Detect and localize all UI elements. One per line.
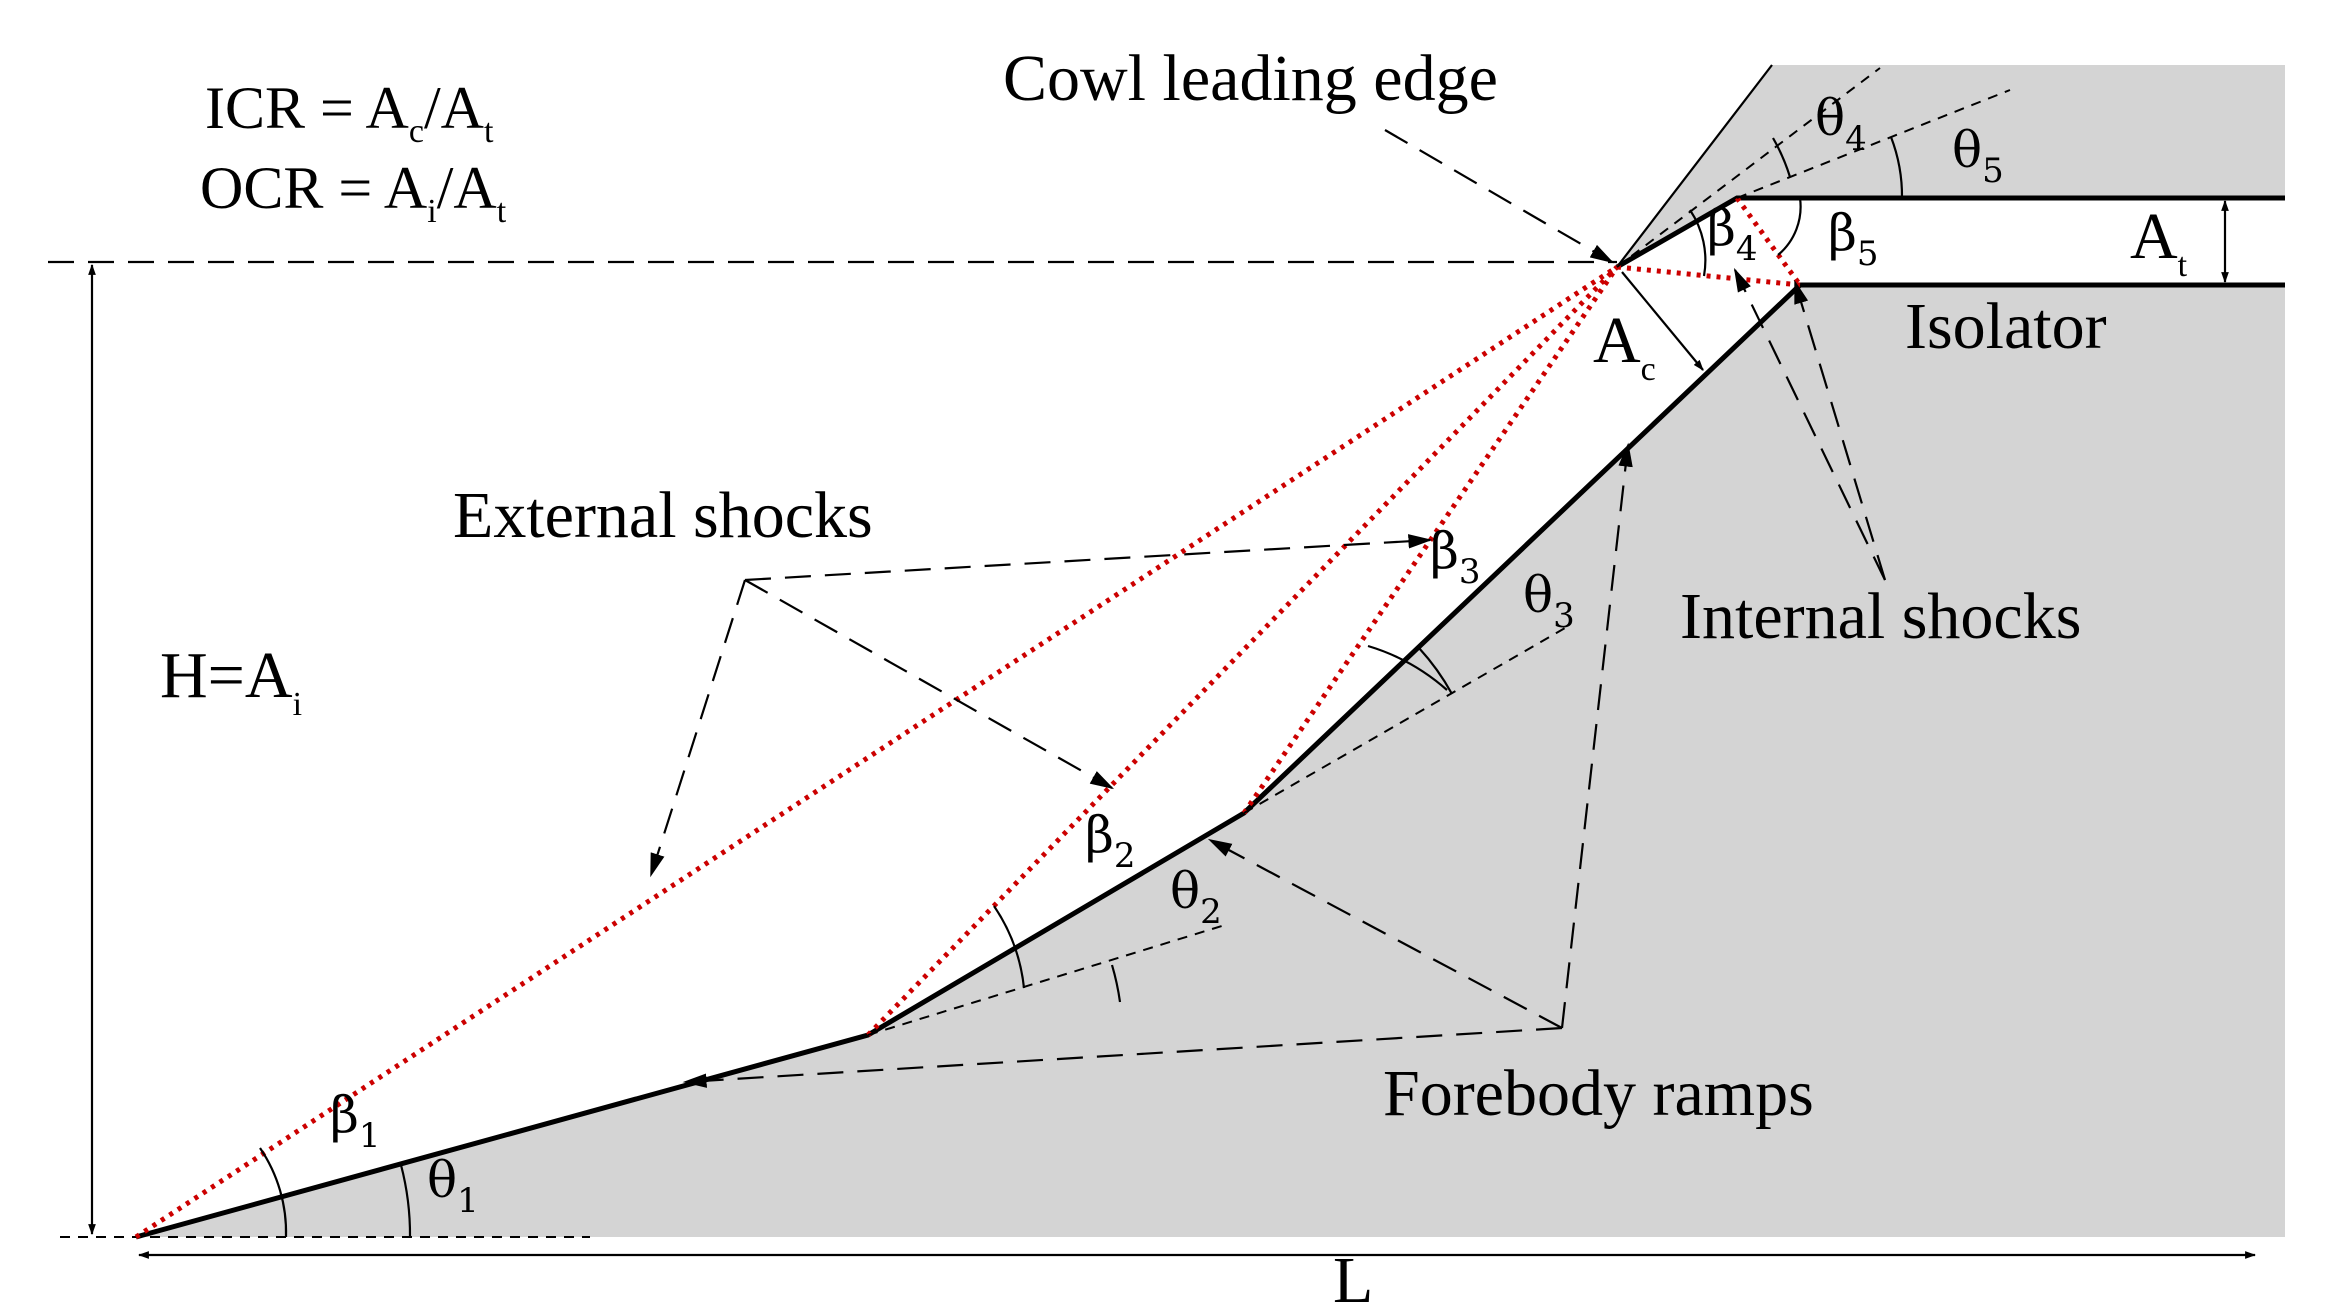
beta3-arc: [1367, 644, 1448, 691]
internal-shock-4: [1616, 264, 1801, 288]
length-label: L: [1333, 1244, 1373, 1314]
internal-shocks-leader-a: [1793, 279, 1887, 581]
cowl-4-reference: [1616, 67, 1881, 268]
forebody-ramps-leader-c: [682, 1026, 1563, 1088]
theta2-label: θ2: [1170, 862, 1222, 932]
beta2-arc: [993, 905, 1026, 989]
ocr-equation: OCR = Ai/At: [200, 155, 507, 230]
theta1-label: θ1: [427, 1151, 479, 1221]
isolator-label: Isolator: [1905, 290, 2107, 363]
beta4-arc: [1689, 209, 1707, 277]
theta3-arc: [1418, 647, 1453, 695]
forebody-ramps-leader-a: [1560, 442, 1633, 1029]
capture-area-label: Ac: [1593, 304, 1656, 388]
internal-shocks-label: Internal shocks: [1680, 580, 2081, 653]
ramp-2-reference: [867, 924, 1226, 1036]
external-shocks-leader-a: [649, 579, 747, 878]
capture-dimension-arrow: [1621, 271, 1704, 371]
cowl-edge-leader: [1384, 129, 1615, 264]
external-shocks-leader-c: [744, 579, 1115, 790]
internal-shocks-leader-b: [1733, 267, 1886, 581]
beta3-label: β3: [1430, 522, 1481, 592]
beta5-arc: [1777, 197, 1802, 256]
cowl-leading-edge-label: Cowl leading edge: [1003, 42, 1498, 115]
theta1-arc: [399, 1164, 412, 1238]
forebody-ramps-label: Forebody ramps: [1383, 1057, 1814, 1130]
beta1-label: β1: [330, 1086, 381, 1156]
forebody-body: [136, 285, 2285, 1237]
external-shocks-leader-b: [744, 534, 1433, 582]
ramp-3-reference: [1243, 627, 1566, 814]
height-label: H=Ai: [160, 639, 302, 723]
forebody-ramps-leader-b: [1207, 838, 1563, 1029]
throat-area-label: At: [2130, 200, 2188, 284]
theta5-label: θ5: [1952, 121, 2004, 191]
beta2-label: β2: [1085, 806, 1136, 876]
cowl-5-reference: [1736, 89, 2011, 199]
icr-equation: ICR = Ac/At: [205, 75, 494, 150]
cowl-body: [1617, 65, 2285, 267]
external-shocks-label: External shocks: [453, 479, 873, 552]
cowl-outer-surface: [1616, 64, 1773, 268]
theta5-arc: [1889, 136, 1904, 199]
beta5-label: β5: [1828, 204, 1879, 274]
theta4-label: θ4: [1815, 89, 1867, 159]
beta4-label: β4: [1707, 199, 1758, 269]
external-shock-2: [866, 265, 1619, 1037]
theta3-label: θ3: [1523, 566, 1575, 636]
theta2-arc: [1110, 964, 1122, 1003]
internal-shock-5: [1734, 196, 1803, 287]
theta4-arc: [1772, 137, 1792, 178]
beta1-arc: [259, 1147, 288, 1238]
